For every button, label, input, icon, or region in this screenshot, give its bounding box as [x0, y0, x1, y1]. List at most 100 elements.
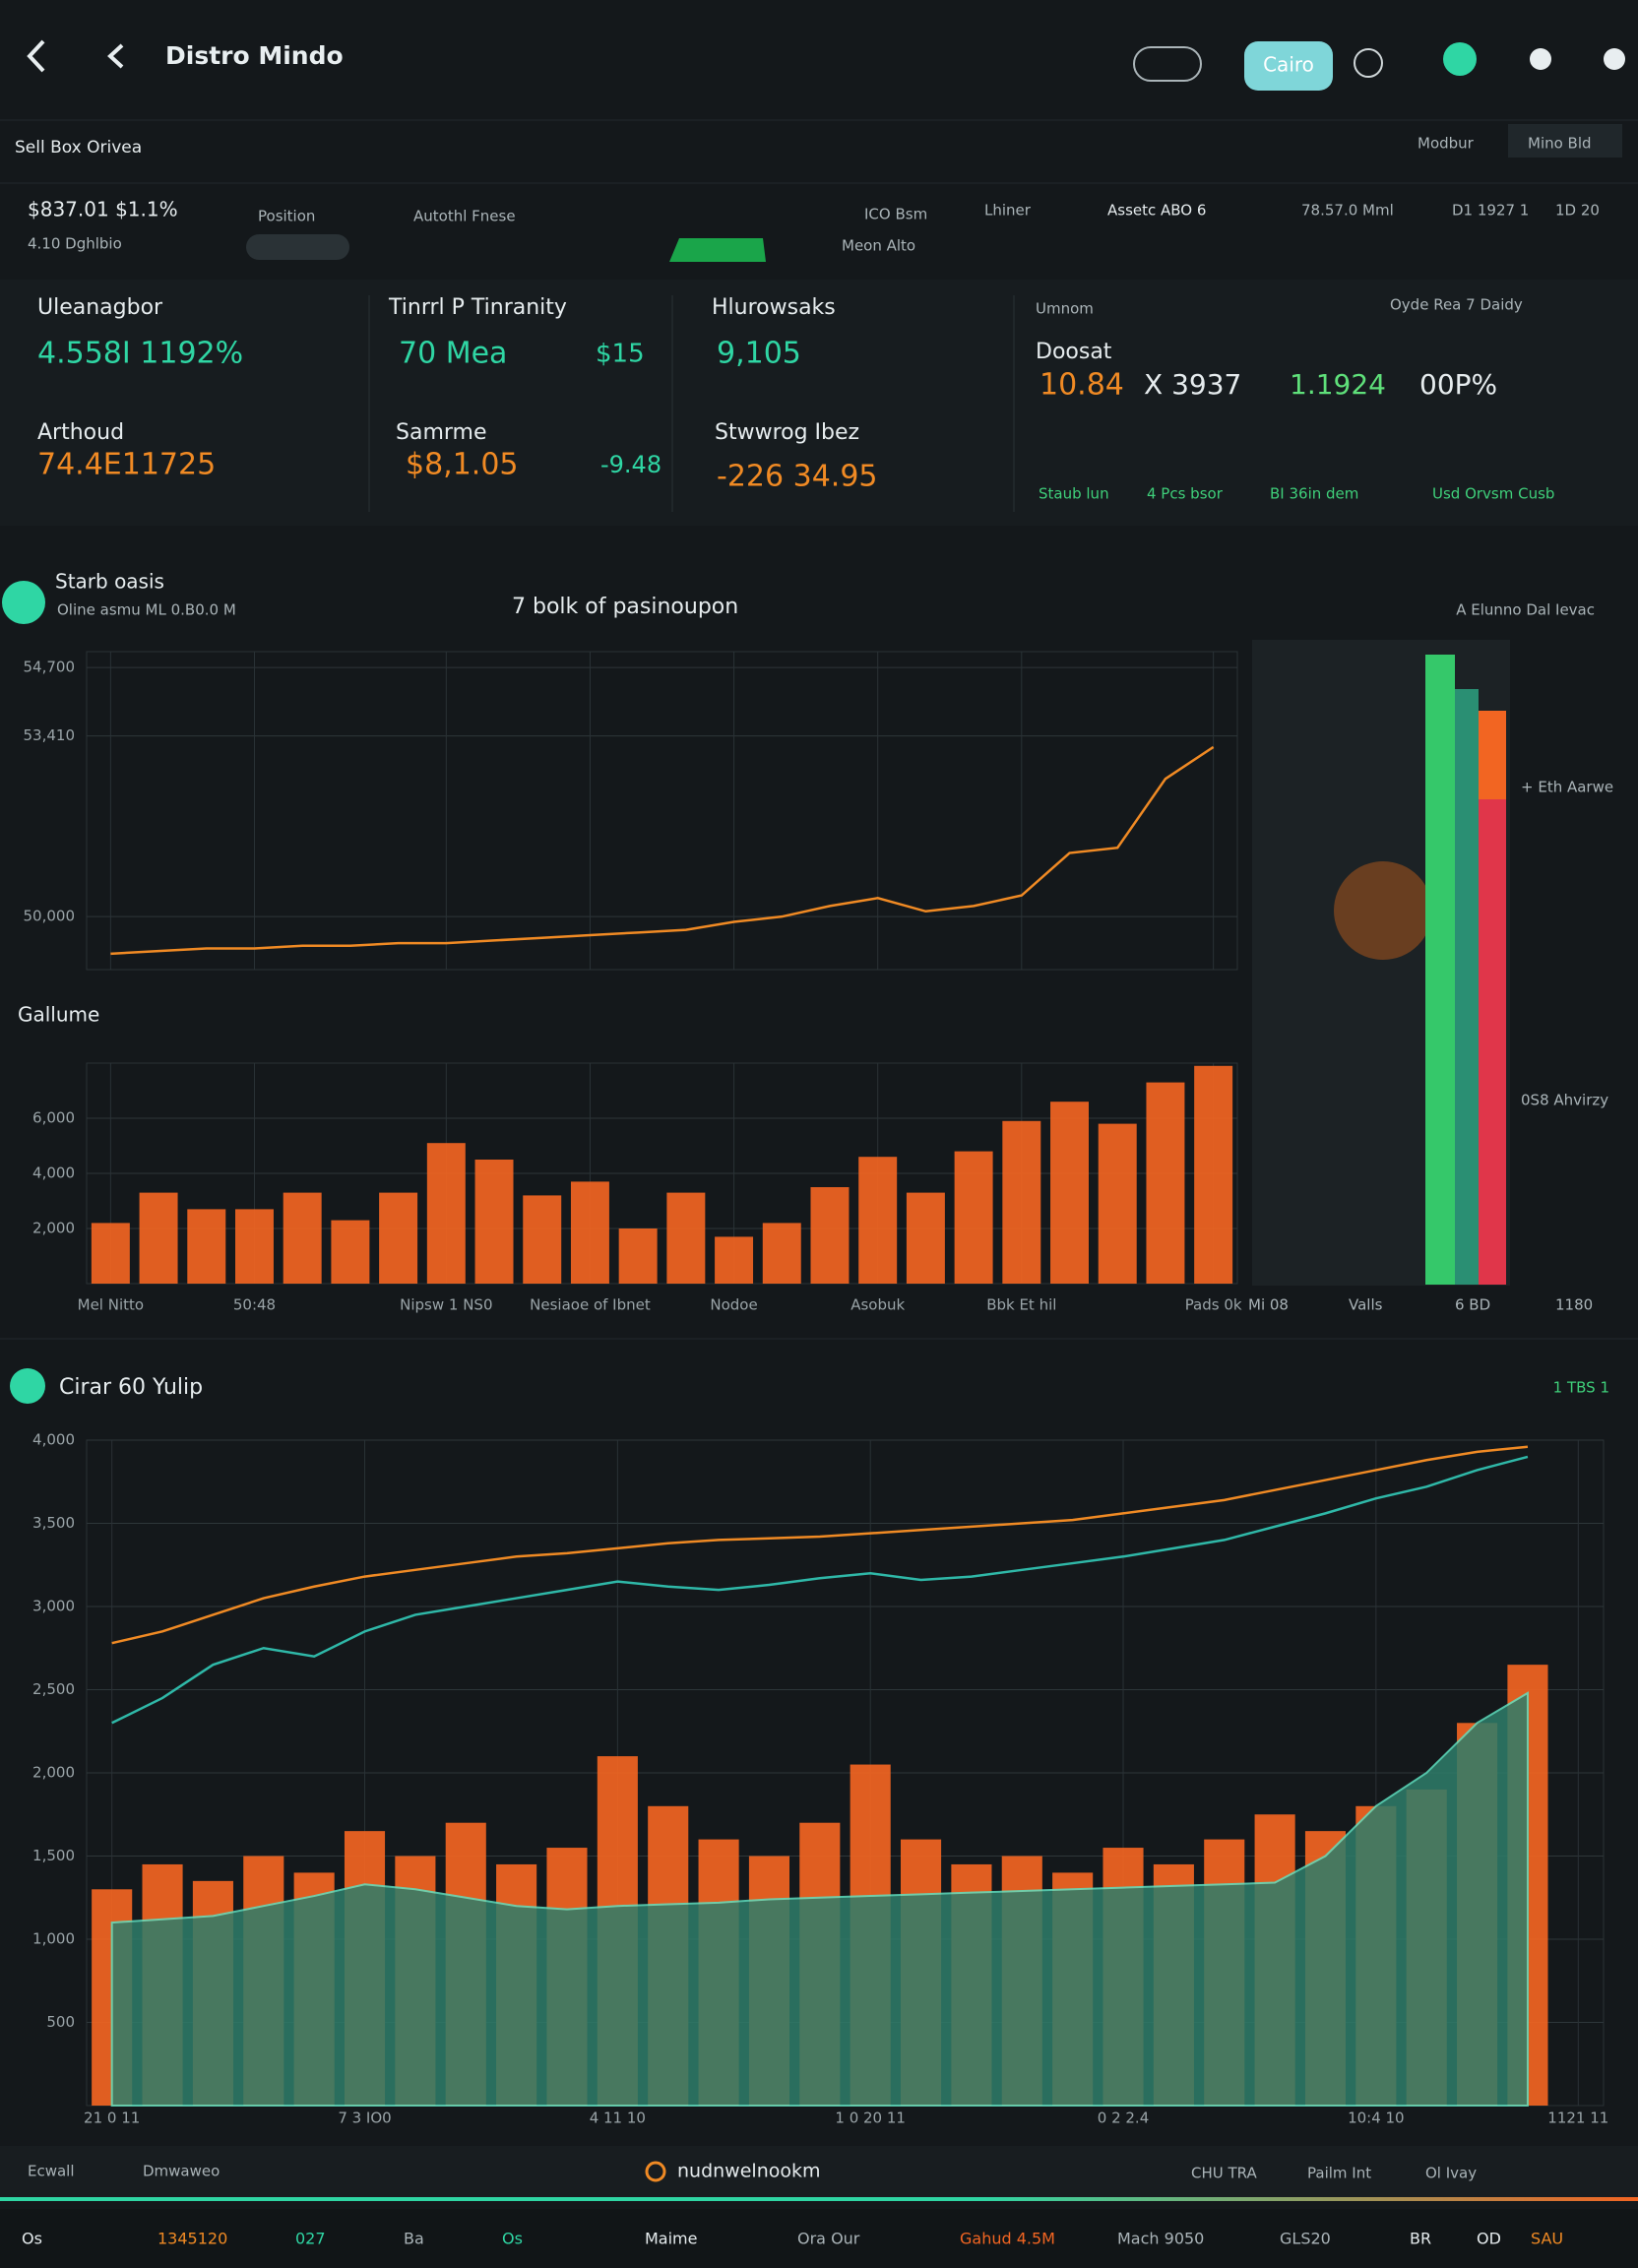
- side-bar: [1455, 689, 1479, 1285]
- side-note: 1180: [1555, 1296, 1593, 1314]
- x-tick-label: Nodoe: [710, 1296, 757, 1314]
- bar: [474, 1160, 514, 1284]
- footer-item[interactable]: Ecwall: [28, 2163, 75, 2180]
- status-item: GLS20: [1280, 2230, 1331, 2248]
- bar: [666, 1192, 706, 1284]
- panel-footer: Usd Orvsm Cusb: [1432, 485, 1554, 503]
- bar: [283, 1192, 322, 1284]
- side-note: + Eth Aarwe: [1521, 779, 1613, 796]
- bar: [954, 1151, 993, 1284]
- footer-item[interactable]: Pailm Int: [1307, 2165, 1371, 2182]
- pane-title: Gallume: [18, 1003, 99, 1027]
- status-item: Mach 9050: [1117, 2230, 1204, 2248]
- bar: [810, 1187, 850, 1284]
- area: [110, 1691, 1529, 2107]
- y-tick-label: 4,000: [32, 1431, 75, 1449]
- chart-heading: 7 bolk of pasinoupon: [512, 595, 738, 619]
- card-value: 9,105: [717, 337, 801, 371]
- status-item: Ora Our: [797, 2230, 860, 2248]
- panel-link[interactable]: Oyde Rea 7 Daidy: [1390, 296, 1523, 314]
- card-value: 74.4E11725: [37, 448, 216, 482]
- chart-icon: [2, 581, 45, 624]
- x-tick-label: Nesiaoe of Ibnet: [530, 1296, 651, 1314]
- chart-note: A Elunno Dal Ievac: [1456, 601, 1595, 619]
- y-tick-label: 1,000: [32, 1930, 75, 1948]
- status-item: Os: [22, 2230, 42, 2248]
- chart-icon: [10, 1368, 45, 1404]
- status-item: 027: [295, 2230, 326, 2248]
- chart-title: Starb oasis: [55, 570, 164, 594]
- icon[interactable]: [1354, 48, 1383, 78]
- footer-item[interactable]: Ol Ivay: [1425, 2165, 1477, 2182]
- y-tick-label: 54,700: [24, 659, 76, 676]
- side-note: 0S8 Ahvirzy: [1521, 1092, 1608, 1109]
- ticker: Assetc ABO 6: [1107, 202, 1206, 220]
- side-bar: [1479, 711, 1506, 799]
- card-value: -226 34.95: [717, 460, 878, 494]
- y-tick-label: 3,500: [32, 1514, 75, 1532]
- tab[interactable]: Mino Bld: [1528, 135, 1592, 153]
- bar: [1146, 1082, 1185, 1284]
- ticker: D1 1927 1: [1452, 202, 1529, 220]
- primary-button[interactable]: [1244, 41, 1333, 91]
- bar: [570, 1181, 609, 1284]
- bar: [858, 1157, 898, 1284]
- card-label: Tinrrl P Tinranity: [388, 295, 567, 320]
- bar: [331, 1220, 370, 1284]
- y2-tick-label: 6,000: [32, 1109, 75, 1127]
- x-tick-label: Mel Nitto: [78, 1296, 144, 1314]
- card-label: Samrme: [396, 420, 487, 445]
- side-note: 6 BD: [1455, 1296, 1490, 1314]
- chart-title: Cirar 60 Yulip: [59, 1375, 203, 1400]
- bar: [139, 1192, 178, 1284]
- status-item: 1345120: [158, 2230, 227, 2248]
- indicator: [669, 238, 766, 262]
- bar: [523, 1195, 562, 1284]
- toggle[interactable]: [1133, 46, 1202, 82]
- bar: [426, 1143, 466, 1284]
- ticker: Lhiner: [984, 202, 1032, 220]
- ticker: $837.01 $1.1%: [28, 198, 178, 221]
- line: [111, 1455, 1529, 1725]
- x-tick-label: Nipsw 1 NS0: [400, 1296, 492, 1314]
- tab[interactable]: Modbur: [1418, 135, 1475, 153]
- ticker-sub: 4.10 Dghlbio: [28, 235, 122, 253]
- ticker-sub: Meon Alto: [842, 237, 915, 255]
- icon[interactable]: [1530, 48, 1551, 70]
- status-item: Ba: [404, 2230, 424, 2248]
- card-label: Stwwrog Ibez: [715, 420, 859, 445]
- icon[interactable]: [1604, 48, 1625, 70]
- tab-active-bg[interactable]: [1508, 124, 1622, 158]
- chart: 54,700 53,410 50,000 2,000 4,000 6,000 Mel Nit…: [24, 651, 1242, 1314]
- y-tick-label: 2,000: [32, 1764, 75, 1782]
- y2-tick-label: 4,000: [32, 1165, 75, 1182]
- status-bar: [0, 2209, 1638, 2268]
- panel-value: 10.84: [1040, 368, 1124, 403]
- bar: [234, 1209, 274, 1284]
- panel-value: 00P%: [1419, 368, 1497, 401]
- panel-footer: Staub lun: [1039, 485, 1109, 503]
- bar: [1194, 1065, 1233, 1284]
- footer-item[interactable]: Dmwaweo: [143, 2163, 220, 2180]
- app-title: Distro Mindo: [165, 41, 344, 70]
- y-tick-label: 53,410: [24, 726, 76, 744]
- bar: [379, 1192, 418, 1284]
- card-label: Arthoud: [37, 420, 124, 445]
- back-button[interactable]: [107, 43, 124, 69]
- x-tick-label: 1121 11: [1547, 2110, 1608, 2127]
- icon[interactable]: [1443, 42, 1477, 76]
- pill[interactable]: [246, 234, 349, 260]
- status-item: Os: [502, 2230, 523, 2248]
- ticker: ICO Bsm: [864, 206, 927, 223]
- chart: 500 1,000 1,500 2,000 2,500 3,000 3,500 4,000 21…: [32, 1431, 1608, 2127]
- panel-title: Doosat: [1036, 340, 1112, 364]
- x-tick-label: 7 3 IO0: [338, 2110, 391, 2127]
- back-button[interactable]: [27, 39, 45, 73]
- button-label[interactable]: Cairo: [1263, 53, 1314, 77]
- ticker: Autothl Fnese: [413, 208, 516, 225]
- chart-note: 1 TBS 1: [1553, 1379, 1609, 1397]
- footer-item[interactable]: CHU TRA: [1191, 2165, 1257, 2182]
- bar: [762, 1223, 801, 1284]
